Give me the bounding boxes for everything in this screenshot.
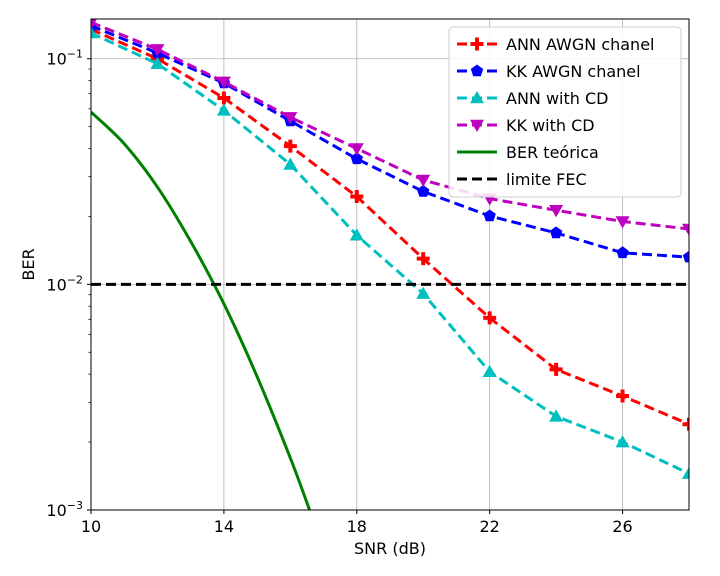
data-point <box>350 152 363 165</box>
data-point <box>283 157 298 170</box>
data-point <box>150 56 165 70</box>
series-line <box>91 24 689 259</box>
x-axis-label: SNR (dB) <box>354 539 426 558</box>
data-point <box>350 190 364 204</box>
data-point <box>482 364 497 377</box>
x-tick-label: 18 <box>347 517 367 536</box>
x-tick-label: 26 <box>612 517 632 536</box>
legend-item: KK with CD <box>457 116 595 135</box>
series-ber-teorica <box>91 111 312 510</box>
data-point <box>91 19 97 30</box>
data-point <box>349 143 364 156</box>
data-point <box>682 417 689 431</box>
data-point <box>417 185 430 197</box>
series-line <box>91 31 689 475</box>
legend-label: KK with CD <box>506 116 595 135</box>
data-point <box>216 76 231 89</box>
plot-frame <box>90 18 690 511</box>
data-point <box>682 466 689 479</box>
x-tick-label: 10 <box>81 517 101 536</box>
data-point <box>150 44 165 57</box>
data-point <box>616 389 630 403</box>
legend-label: KK AWGN chanel <box>506 62 641 81</box>
data-point <box>682 250 689 263</box>
data-point <box>283 139 297 153</box>
series-line <box>91 111 312 510</box>
series-ann-with-cd <box>91 26 689 479</box>
y-tick-label: 10−1 <box>46 48 83 69</box>
legend-item: limite FEC <box>457 170 587 189</box>
data-point <box>217 91 231 105</box>
data-point <box>615 216 630 229</box>
legend-marker <box>470 91 484 104</box>
x-tick-label: 14 <box>214 517 234 536</box>
legend-box <box>448 26 682 198</box>
legend-label: BER teórica <box>506 143 599 162</box>
series-line <box>91 27 689 426</box>
data-point <box>483 209 496 222</box>
y-tick-label: 10−3 <box>46 499 83 520</box>
legend-marker <box>470 64 484 77</box>
legend-label: ANN with CD <box>506 89 609 108</box>
x-tick-label: 22 <box>479 517 499 536</box>
data-point <box>283 112 298 125</box>
legend: ANN AWGN chanel KK AWGN chanel ANN with CD… <box>448 26 682 198</box>
data-point <box>349 228 364 241</box>
data-point <box>416 174 431 188</box>
y-axis-label: BER <box>19 248 38 280</box>
legend-item: ANN AWGN chanel <box>457 35 654 54</box>
data-point <box>549 362 563 376</box>
legend-item: KK AWGN chanel <box>457 62 641 81</box>
data-point <box>549 226 563 239</box>
legend-label: limite FEC <box>506 170 587 189</box>
data-point <box>91 26 98 39</box>
data-point <box>549 409 564 422</box>
data-point <box>615 435 630 448</box>
ticks: 10 14 18 22 26 10−1 10−2 10−3 <box>46 48 632 536</box>
series-layer <box>91 19 689 510</box>
data-point <box>416 286 431 299</box>
data-point <box>549 205 564 218</box>
legend-item: ANN with CD <box>457 89 609 108</box>
data-point <box>483 311 497 325</box>
data-point <box>616 246 629 259</box>
series-line <box>91 20 689 231</box>
legend-item: BER teórica <box>457 143 599 162</box>
y-tick-label: 10−2 <box>46 273 83 294</box>
legend-label: ANN AWGN chanel <box>506 35 654 54</box>
data-point <box>416 252 430 266</box>
data-point <box>682 223 689 236</box>
legend-marker <box>470 119 484 132</box>
legend-marker <box>470 37 484 51</box>
data-point <box>216 103 231 116</box>
